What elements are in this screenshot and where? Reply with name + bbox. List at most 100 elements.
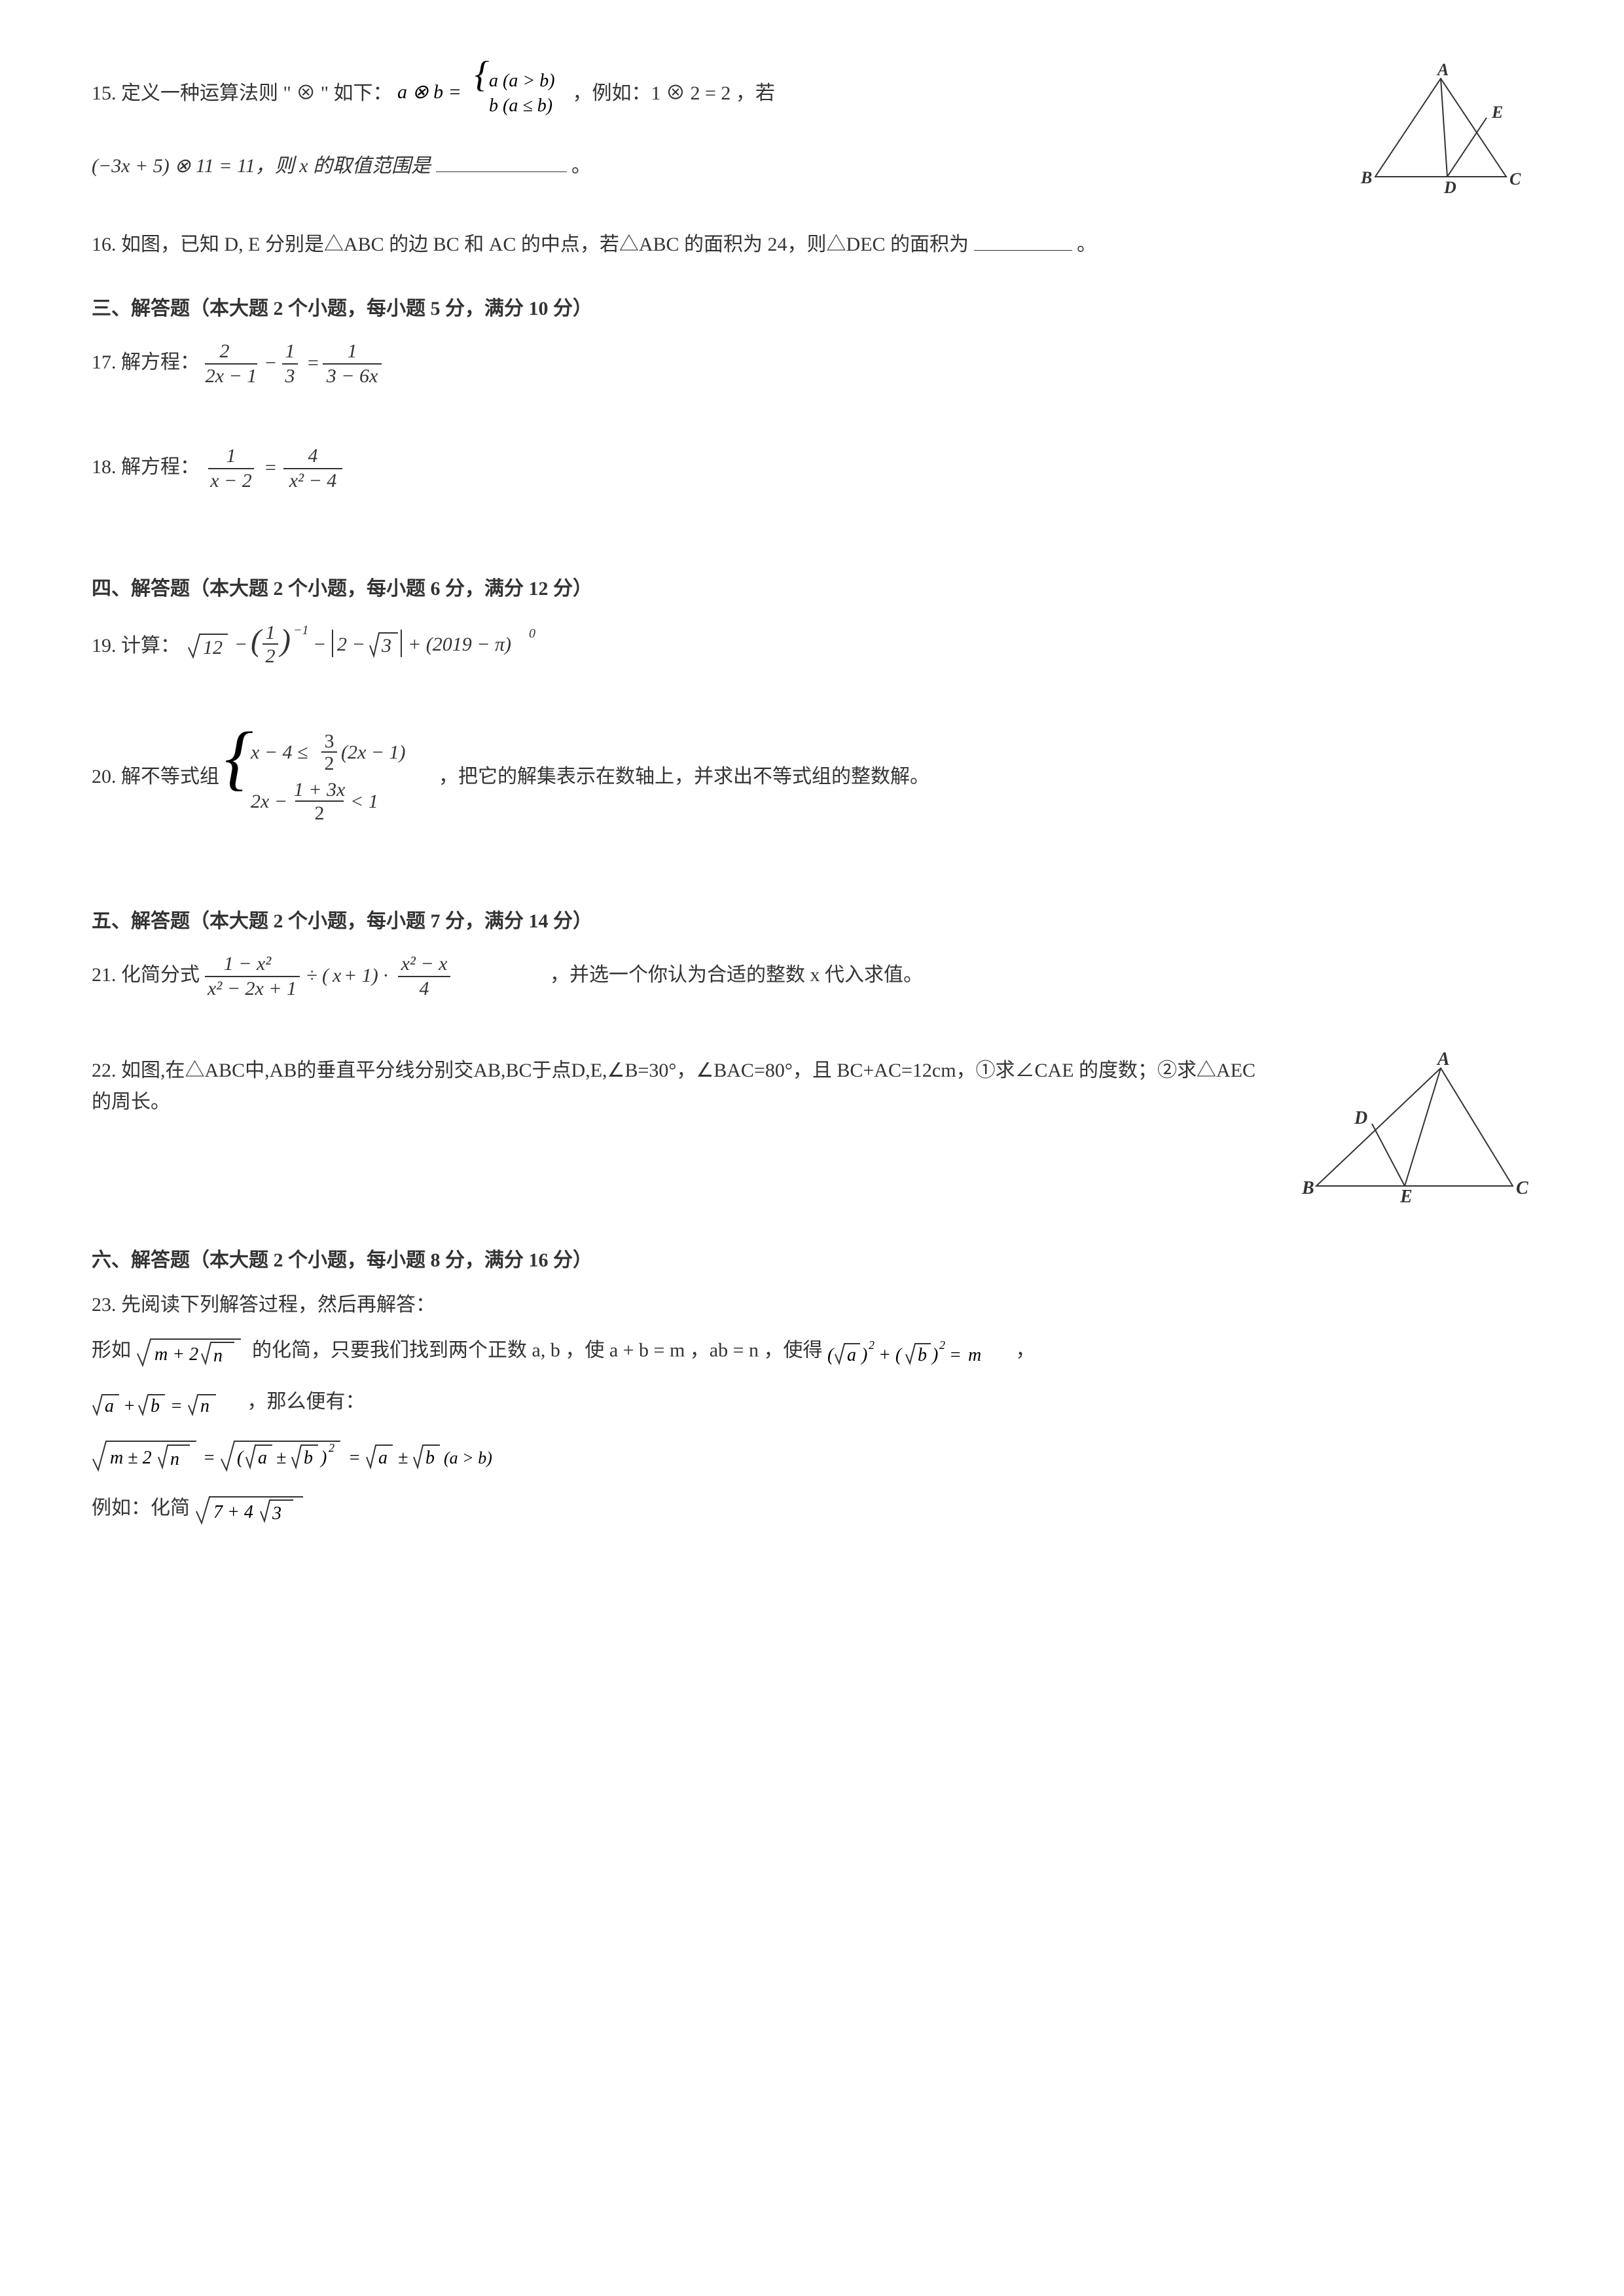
svg-text:a: a <box>258 1448 267 1468</box>
svg-text:b (a ≤ b): b (a ≤ b) <box>489 96 552 116</box>
svg-text:+ (2019 − π): + (2019 − π) <box>408 634 511 655</box>
svg-text:=: = <box>203 1448 215 1468</box>
svg-text:2: 2 <box>329 1441 334 1454</box>
q22-t: 如图,在△ABC中,AB的垂直平分线分别交AB,BC于点D,E,∠B=30°，∠… <box>92 1060 1255 1113</box>
svg-text:(2x − 1): (2x − 1) <box>341 742 406 763</box>
svg-text:2: 2 <box>219 340 229 362</box>
q23-eq4: m ± 2 n = ( a ± b ) 2 = a ± b (a > b) <box>92 1443 511 1465</box>
svg-text:÷ (: ÷ ( <box>306 965 330 986</box>
q20-eq: { x − 4 ≤ 3 2 (2x − 1) 2x − 1 + 3x 2 < 1 <box>225 766 439 787</box>
svg-text:2x − 1: 2x − 1 <box>205 365 257 387</box>
svg-text:x − 4 ≤: x − 4 ≤ <box>250 742 308 763</box>
section-5-heading: 五、解答题（本大题 2 个小题，每小题 7 分，满分 14 分） <box>92 906 1532 937</box>
svg-text:x: x <box>332 965 342 986</box>
q23-eq3: a + b = n <box>92 1391 247 1412</box>
svg-text:1 − x²: 1 − x² <box>223 953 272 975</box>
svg-text:D: D <box>1443 178 1456 197</box>
q15-blank <box>436 158 567 172</box>
svg-text:2: 2 <box>314 802 324 824</box>
q23-t2a: 形如 <box>92 1339 131 1361</box>
svg-text:x² − 4: x² − 4 <box>288 470 336 492</box>
svg-text:=: = <box>306 352 319 374</box>
svg-text:m + 2: m + 2 <box>154 1344 198 1365</box>
question-21: 21. 化简分式 1 − x² x² − 2x + 1 ÷ ( x + 1) ·… <box>92 950 1532 1003</box>
q21-label: 化简分式 <box>121 964 200 986</box>
svg-text:±: ± <box>398 1448 408 1468</box>
svg-text:+: + <box>123 1396 135 1416</box>
q20-t2: ，把它的解集表示在数轴上，并求出不等式组的整数解。 <box>439 766 929 787</box>
svg-text:A: A <box>1436 60 1449 79</box>
svg-text:B: B <box>1301 1178 1314 1198</box>
svg-text:a ⊗ b =: a ⊗ b = <box>397 81 461 103</box>
question-17: 17. 解方程： 2 2x − 1 − 1 3 = 1 3 − 6x <box>92 338 1532 390</box>
svg-text:1: 1 <box>226 445 236 467</box>
svg-text:x² − x: x² − x <box>400 953 448 975</box>
section-3-heading: 三、解答题（本大题 2 个小题，每小题 5 分，满分 10 分） <box>92 293 1532 325</box>
svg-text:7 + 4: 7 + 4 <box>213 1502 253 1522</box>
q17-eq: 2 2x − 1 − 1 3 = 1 3 − 6x <box>205 351 441 373</box>
q19-eq: 12 − ( 1 2 ) −1 − 2 − 3 + (2019 − π) 0 <box>185 635 578 656</box>
svg-text:b: b <box>151 1396 160 1416</box>
svg-text:< 1: < 1 <box>350 791 378 812</box>
svg-text:): ) <box>319 1448 327 1468</box>
svg-text:{: { <box>225 717 253 797</box>
svg-text:2: 2 <box>265 645 275 667</box>
svg-text:B: B <box>1360 168 1372 187</box>
q20-label: 解不等式组 <box>121 766 219 787</box>
svg-text:a (a > b): a (a > b) <box>489 71 555 91</box>
q15-eq: a ⊗ b = { a (a > b) b (a ≤ b) <box>397 82 573 104</box>
question-18: 18. 解方程： 1 x − 2 = 4 x² − 4 <box>92 442 1532 495</box>
q17-label: 解方程： <box>121 351 200 373</box>
svg-text:x² − 2x + 1: x² − 2x + 1 <box>206 978 296 999</box>
svg-text:−: − <box>313 634 326 655</box>
svg-text:1: 1 <box>347 340 357 362</box>
svg-text:a: a <box>378 1448 388 1468</box>
svg-text:a: a <box>105 1396 114 1416</box>
question-16: 16. 如图，已知 D, E 分别是△ABC 的边 BC 和 AC 的中点，若△… <box>92 229 1532 260</box>
svg-text:m: m <box>968 1345 981 1365</box>
svg-text:C: C <box>1516 1178 1528 1198</box>
q23-t2d: ， <box>1016 1339 1036 1361</box>
q16-t2: 。 <box>1077 234 1096 255</box>
svg-text:n: n <box>200 1396 209 1416</box>
svg-text:C: C <box>1509 170 1521 188</box>
svg-text:): ) <box>860 1345 867 1365</box>
svg-text:1: 1 <box>265 622 275 643</box>
svg-text:b: b <box>918 1345 927 1365</box>
q16-blank <box>974 237 1072 251</box>
svg-text:m ± 2: m ± 2 <box>110 1448 152 1468</box>
svg-text:3: 3 <box>284 365 295 387</box>
svg-text:b: b <box>304 1448 313 1468</box>
svg-text:2: 2 <box>869 1338 875 1352</box>
svg-text:3: 3 <box>272 1503 281 1524</box>
svg-text:n: n <box>213 1346 223 1366</box>
q23-t2b: 的化简，只要我们找到两个正数 a, b ，使 a + b = m ，ab = n… <box>252 1339 823 1361</box>
svg-text:0: 0 <box>529 626 535 641</box>
q23-eq2: m + 2 n <box>136 1339 253 1361</box>
svg-text:3: 3 <box>324 730 334 752</box>
q21-t2: ，并选一个你认为合适的整数 x 代入求值。 <box>550 964 923 986</box>
svg-text:(a > b): (a > b) <box>444 1448 492 1467</box>
svg-text:−1: −1 <box>293 623 309 637</box>
svg-text:2: 2 <box>324 753 334 774</box>
svg-text:b: b <box>425 1448 435 1468</box>
q23-t1: 先阅读下列解答过程，然后再解答： <box>121 1294 435 1316</box>
q22-figure: A B C D E <box>1297 1055 1532 1206</box>
svg-text:(: ( <box>237 1448 244 1468</box>
q23-eq2c: ( a ) 2 + ( b ) 2 = m <box>827 1339 1016 1361</box>
svg-text:E: E <box>1491 103 1503 122</box>
q15-figure: A B C D E <box>1349 65 1532 196</box>
q15-text: 15. 定义一种运算法则 " ⊗ " 如下： a ⊗ b = { a (a > … <box>92 65 1349 182</box>
q19-label: 计算： <box>121 635 180 656</box>
svg-text:3 − 6x: 3 − 6x <box>325 365 378 387</box>
svg-text:3: 3 <box>381 635 391 656</box>
svg-text:D: D <box>1354 1108 1367 1128</box>
question-22: 22. 如图,在△ABC中,AB的垂直平分线分别交AB,BC于点D,E,∠B=3… <box>92 1055 1532 1206</box>
q18-label: 解方程： <box>121 456 200 478</box>
q18-eq: 1 x − 2 = 4 x² − 4 <box>205 456 401 478</box>
svg-text:12: 12 <box>203 637 223 658</box>
section-6-heading: 六、解答题（本大题 2 个小题，每小题 8 分，满分 16 分） <box>92 1245 1532 1276</box>
svg-text:−: − <box>234 634 247 655</box>
svg-text:4: 4 <box>308 445 317 467</box>
q15-t2: ，例如：1 ⊗ 2 = 2 ，若 <box>573 82 775 104</box>
